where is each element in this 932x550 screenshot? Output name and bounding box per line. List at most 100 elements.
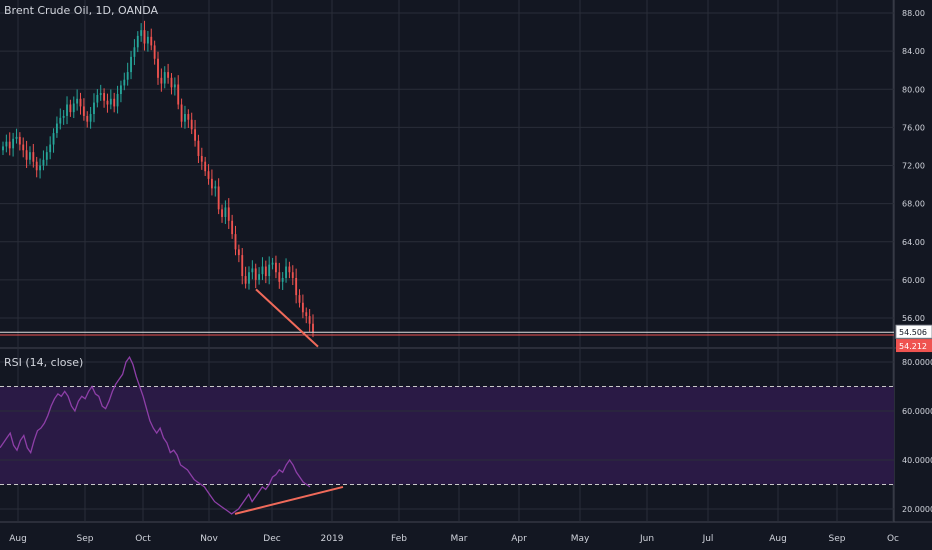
candle-body[interactable]: [120, 85, 122, 95]
candle-body[interactable]: [93, 102, 95, 115]
candle-body[interactable]: [72, 103, 75, 113]
candle-body[interactable]: [15, 136, 18, 139]
candle-body[interactable]: [204, 161, 207, 172]
candle-body[interactable]: [288, 266, 291, 273]
candle-body[interactable]: [241, 255, 244, 277]
candle-body[interactable]: [173, 84, 176, 88]
current-price-text: 54.212: [899, 342, 927, 351]
candle-body[interactable]: [254, 268, 257, 280]
candle-body[interactable]: [258, 274, 261, 280]
candle-body[interactable]: [52, 133, 55, 145]
candle-body[interactable]: [275, 262, 277, 273]
candle-body[interactable]: [45, 152, 48, 160]
candle-body[interactable]: [146, 36, 149, 44]
candle-body[interactable]: [25, 150, 28, 160]
candle-body[interactable]: [170, 77, 173, 88]
candle-body[interactable]: [268, 264, 271, 277]
price-divergence-trendline[interactable]: [255, 288, 319, 348]
candle-body[interactable]: [96, 94, 99, 103]
candle-body[interactable]: [62, 115, 65, 118]
candle-body[interactable]: [200, 155, 203, 162]
candle-body[interactable]: [126, 72, 129, 80]
candle-body[interactable]: [103, 93, 106, 101]
candle-body[interactable]: [32, 152, 35, 162]
candle-body[interactable]: [109, 98, 112, 105]
candle-body[interactable]: [39, 165, 41, 171]
candle-body[interactable]: [49, 144, 52, 153]
candle-body[interactable]: [261, 266, 264, 275]
candle-body[interactable]: [5, 141, 8, 147]
candle-body[interactable]: [8, 141, 11, 149]
candle-body[interactable]: [29, 152, 31, 160]
candle-body[interactable]: [190, 119, 193, 130]
candle-body[interactable]: [140, 30, 143, 36]
candle-body[interactable]: [79, 98, 82, 107]
candle-body[interactable]: [217, 186, 220, 210]
candle-body[interactable]: [82, 106, 85, 116]
candle-body[interactable]: [153, 45, 156, 59]
candle-body[interactable]: [244, 276, 247, 284]
candle-body[interactable]: [55, 123, 58, 134]
rsi-indicator-title[interactable]: RSI (14, close): [4, 356, 84, 369]
candle-body[interactable]: [234, 234, 237, 250]
candle-body[interactable]: [264, 266, 267, 277]
candle-body[interactable]: [12, 138, 15, 149]
candle-body[interactable]: [207, 171, 210, 179]
candle-body[interactable]: [35, 161, 38, 171]
candle-body[interactable]: [285, 266, 287, 278]
candle-body[interactable]: [163, 72, 166, 84]
candle-body[interactable]: [305, 312, 308, 317]
rsi-line[interactable]: [0, 355, 311, 515]
rsi-divergence-trendline[interactable]: [234, 485, 344, 515]
candle-body[interactable]: [301, 302, 304, 313]
candle-body[interactable]: [167, 72, 170, 78]
candle-body[interactable]: [194, 129, 196, 141]
candle-body[interactable]: [251, 268, 254, 273]
candle-body[interactable]: [298, 295, 301, 303]
candle-body[interactable]: [221, 209, 223, 217]
candle-body[interactable]: [312, 323, 314, 333]
candle-body[interactable]: [281, 277, 284, 282]
candle-body[interactable]: [231, 220, 234, 235]
candle-body[interactable]: [123, 79, 126, 86]
candle-body[interactable]: [69, 104, 72, 113]
candle-body[interactable]: [214, 186, 217, 189]
candle-body[interactable]: [227, 207, 230, 221]
candle-body[interactable]: [86, 115, 89, 122]
candle-body[interactable]: [308, 316, 311, 324]
candle-body[interactable]: [113, 98, 116, 107]
candle-body[interactable]: [116, 94, 119, 107]
candle-body[interactable]: [136, 35, 139, 48]
candle-body[interactable]: [157, 58, 159, 78]
candle-body[interactable]: [177, 84, 180, 105]
candle-body[interactable]: [133, 47, 136, 57]
candle-body[interactable]: [184, 114, 186, 122]
candle-body[interactable]: [160, 77, 163, 84]
candle-body[interactable]: [130, 56, 132, 73]
candle-body[interactable]: [291, 272, 294, 278]
candle-body[interactable]: [295, 277, 298, 296]
candle-body[interactable]: [143, 30, 146, 44]
candle-body[interactable]: [76, 98, 79, 104]
candle-body[interactable]: [42, 159, 45, 166]
chart-title: Brent Crude Oil, 1D, OANDA: [4, 4, 159, 17]
candle-body[interactable]: [22, 144, 25, 151]
candle-body[interactable]: [106, 100, 109, 105]
candle-body[interactable]: [99, 93, 102, 95]
candle-body[interactable]: [224, 207, 227, 217]
candle-body[interactable]: [271, 262, 274, 265]
candle-body[interactable]: [18, 136, 21, 145]
candle-body[interactable]: [59, 117, 62, 124]
candle-body[interactable]: [197, 140, 200, 156]
candle-body[interactable]: [237, 249, 240, 256]
candle-body[interactable]: [187, 114, 190, 120]
candle-body[interactable]: [278, 272, 281, 282]
candle-body[interactable]: [2, 146, 4, 151]
candle-body[interactable]: [66, 104, 68, 116]
candle-body[interactable]: [248, 272, 250, 284]
candle-body[interactable]: [89, 114, 92, 122]
candle-body[interactable]: [150, 36, 153, 46]
candle-body[interactable]: [210, 178, 213, 189]
candle-body[interactable]: [180, 104, 183, 122]
